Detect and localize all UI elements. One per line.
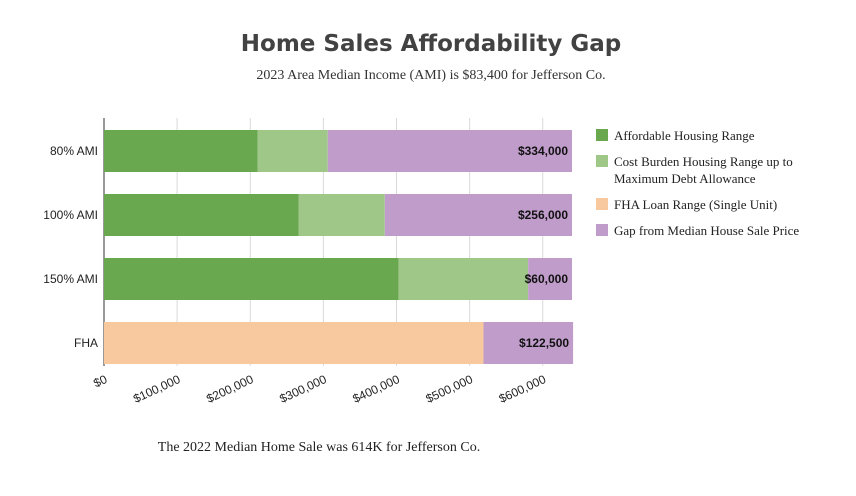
x-tick-labels: $0 $100,000 $200,000 $300,000 $400,000 $500,0… — [91, 372, 548, 406]
legend-label: Cost Burden Housing Range up to Maximum D… — [614, 154, 793, 186]
legend-swatch — [596, 198, 608, 210]
legend-swatch — [596, 129, 608, 141]
category-label: 150% AMI — [43, 272, 98, 286]
category-label: 80% AMI — [50, 144, 98, 158]
bar-segment-1 — [104, 130, 258, 172]
category-label: 100% AMI — [43, 208, 98, 222]
bar-segment-4 — [483, 322, 574, 364]
data-label: $122,500 — [519, 336, 569, 350]
x-tick-label: $200,000 — [204, 372, 256, 406]
x-tick-label: $0 — [91, 372, 109, 390]
data-labels: $334,000 $256,000 $60,000 $122,500 — [518, 144, 569, 350]
data-label: $60,000 — [525, 272, 569, 286]
bar-segment-4 — [327, 130, 572, 172]
bar-segment-2 — [398, 258, 529, 300]
x-tick-label: $500,000 — [424, 372, 476, 406]
bars — [104, 130, 574, 364]
data-label: $334,000 — [518, 144, 568, 158]
category-label: FHA — [74, 336, 98, 350]
x-tick-label: $300,000 — [277, 372, 329, 406]
bar-segment-4 — [384, 194, 572, 236]
legend-label: Affordable Housing Range — [614, 128, 755, 143]
legend: Affordable Housing Range Cost Burden Hous… — [596, 128, 799, 238]
chart-subtitle: 2023 Area Median Income (AMI) is $83,400… — [256, 68, 605, 83]
data-label: $256,000 — [518, 208, 568, 222]
bar-segment-2 — [298, 194, 385, 236]
bar-segment-1 — [104, 258, 399, 300]
legend-swatch — [596, 155, 608, 167]
bar-segment-2 — [257, 130, 328, 172]
legend-label: FHA Loan Range (Single Unit) — [614, 197, 777, 212]
chart-title: Home Sales Affordability Gap — [241, 31, 621, 57]
legend-swatch — [596, 224, 608, 236]
legend-label: Gap from Median House Sale Price — [614, 223, 799, 238]
x-axis-title: The 2022 Median Home Sale was 614K for J… — [158, 440, 480, 455]
x-tick-label: $400,000 — [350, 372, 402, 406]
x-tick-label: $100,000 — [131, 372, 183, 406]
category-labels: 80% AMI 100% AMI 150% AMI FHA — [43, 144, 98, 350]
bar-segment-1 — [104, 194, 299, 236]
bar-segment-4 — [528, 258, 572, 300]
bar-segment-3 — [104, 322, 484, 364]
x-tick-label: $600,000 — [497, 372, 549, 406]
